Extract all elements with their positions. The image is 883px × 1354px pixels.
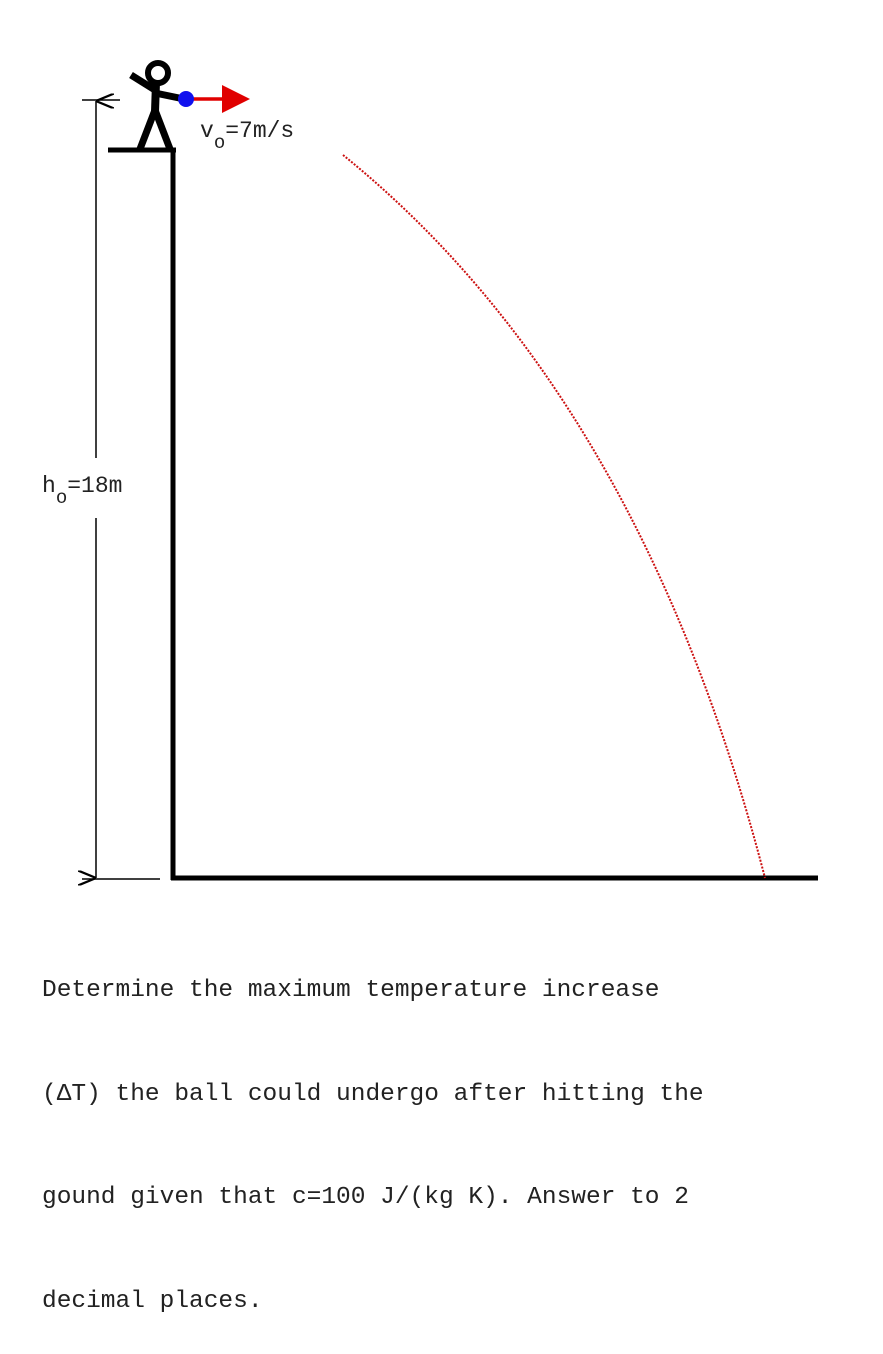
problem-line-4: decimal places. — [42, 1287, 263, 1315]
stick-figure-back-arm — [129, 72, 157, 93]
velocity-label: vo=7m/s — [200, 118, 294, 154]
stick-figure-icon — [129, 60, 185, 151]
stick-figure-left-leg — [136, 108, 159, 151]
stick-figure-head — [145, 60, 171, 86]
problem-line-3: gound given that c=100 J/(kg K). Answer … — [42, 1184, 689, 1211]
projectile-diagram: ho=18m vo=7m/s — [42, 60, 818, 1155]
height-subscript: o — [56, 487, 67, 509]
problem-line-1: Determine the maximum temperature increa… — [42, 977, 660, 1004]
problem-line-2: (ΔT) the ball could undergo after hittin… — [42, 1080, 704, 1108]
problem-statement: Determine the maximum temperature increa… — [42, 905, 862, 1354]
velocity-value: =7m/s — [225, 118, 294, 144]
height-symbol: h — [42, 473, 56, 499]
trajectory-curve — [342, 154, 766, 879]
ball-icon — [178, 91, 194, 107]
height-dimension — [82, 100, 160, 879]
velocity-symbol: v — [200, 118, 214, 144]
stick-figure-right-leg — [151, 108, 174, 151]
height-label: ho=18m — [42, 473, 122, 509]
velocity-subscript: o — [214, 132, 225, 154]
height-value: =18m — [67, 473, 122, 499]
